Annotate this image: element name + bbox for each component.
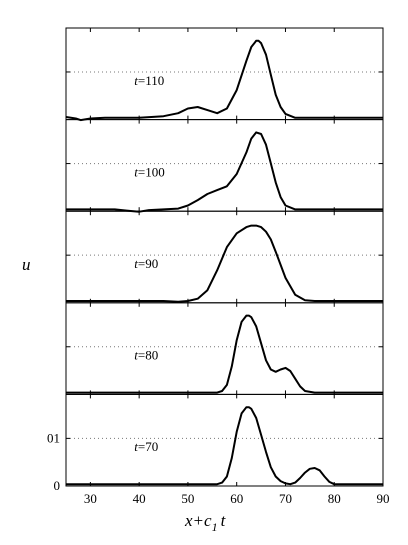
- x-axis-label-tail: t: [221, 511, 227, 530]
- y-axis-label: u: [22, 255, 31, 274]
- panel-label: t=100: [134, 164, 164, 179]
- panel-label-var: t: [134, 439, 138, 454]
- panel-label-val: =100: [138, 164, 165, 179]
- y-tick-label-01: 01: [47, 430, 60, 445]
- panel-label-val: =110: [138, 73, 164, 88]
- x-tick-label: 30: [84, 491, 97, 506]
- panel-label-var: t: [134, 164, 138, 179]
- series-line-panel-2: [66, 131, 383, 213]
- panel-label-var: t: [134, 348, 138, 363]
- panel-label-val: =80: [138, 348, 158, 363]
- panel-frame: [65, 302, 384, 395]
- panel-label-val: =70: [138, 439, 158, 454]
- panel-label-val: =90: [138, 256, 158, 271]
- panel-5: t=70: [65, 393, 384, 487]
- panel-2: t=100: [65, 119, 384, 213]
- panel-1: t=110: [65, 27, 384, 122]
- series-line-panel-3: [66, 224, 383, 303]
- x-axis: 30 40 50 60 70 80 90: [84, 491, 390, 506]
- x-tick-label: 40: [133, 491, 146, 506]
- panel-label: t=80: [134, 348, 158, 363]
- panel-frame: [65, 210, 384, 304]
- x-tick-label: 80: [328, 491, 341, 506]
- series-line-panel-5: [66, 406, 383, 486]
- x-tick-label: 50: [181, 491, 194, 506]
- panel-label: t=90: [134, 256, 158, 271]
- x-tick-label: 60: [230, 491, 243, 506]
- panel-label: t=70: [134, 439, 158, 454]
- x-axis-label-sub: 1: [212, 520, 218, 534]
- panel-frame: [65, 27, 384, 121]
- panel-frame: [65, 119, 384, 212]
- panel-4: t=80: [65, 302, 384, 395]
- y-axis-ticks: 0 01: [47, 430, 60, 493]
- panel-label: t=110: [134, 73, 164, 88]
- panel-3: t=90: [65, 210, 384, 304]
- panel-frame: [65, 393, 384, 487]
- panel-label-var: t: [134, 73, 138, 88]
- series-line-panel-1: [65, 39, 383, 122]
- series-line-panel-4: [66, 314, 383, 394]
- x-axis-label-main: x+c: [184, 511, 212, 530]
- panel-label-var: t: [134, 256, 138, 271]
- x-axis-label: x+c1 t: [184, 511, 227, 534]
- x-tick-label: 70: [279, 491, 292, 506]
- y-tick-label-0: 0: [54, 478, 61, 493]
- x-tick-label: 90: [377, 491, 390, 506]
